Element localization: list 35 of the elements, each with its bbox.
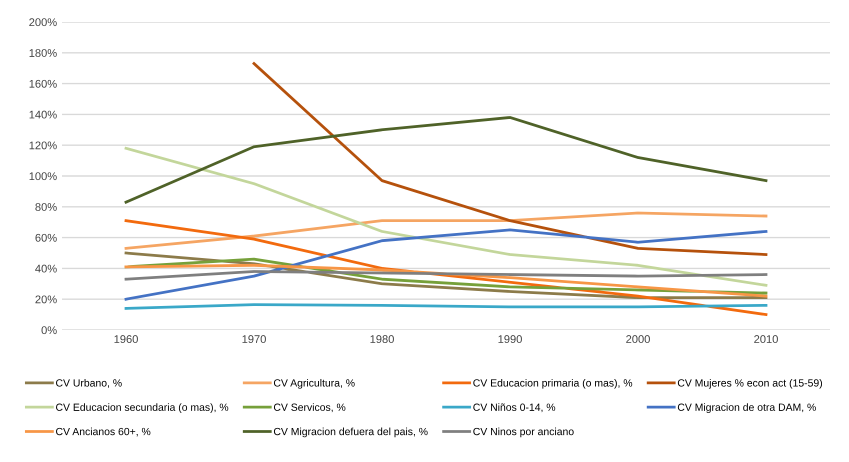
legend-label: CV Urbano, % — [56, 378, 122, 388]
legend-label: CV Ninos por anciano — [473, 428, 574, 438]
y-tick-label: 80% — [35, 203, 57, 211]
legend-label: CV Servicos, % — [274, 403, 346, 412]
x-tick-label: 1980 — [370, 335, 394, 344]
y-tick-label: 0% — [42, 326, 57, 334]
x-tick-label: 2010 — [754, 335, 778, 344]
line-series — [252, 62, 768, 256]
y-tick-label: 160% — [30, 80, 57, 88]
legend-label: CV Agricultura, % — [274, 378, 355, 389]
y-tick-label: 120% — [30, 141, 57, 150]
legend-label: CV Migracion de otra DAM, % — [678, 403, 816, 413]
legend-label: CV Mujeres % econ act (15-59) — [678, 378, 822, 389]
legend-label: CV Migracion defuera del pais, % — [274, 428, 428, 438]
line-series — [124, 228, 768, 301]
x-tick-label: 1970 — [242, 335, 266, 344]
y-tick-label: 200% — [29, 18, 57, 26]
y-tick-label: 140% — [30, 110, 57, 119]
y-tick-label: 40% — [35, 264, 57, 273]
legend-label: CV Ancianos 60+, % — [56, 428, 150, 436]
line-series — [124, 212, 768, 250]
x-tick-label: 1960 — [114, 335, 138, 344]
line-series — [124, 270, 768, 281]
line-series — [124, 116, 768, 204]
legend-label: CV Niños 0-14, % — [473, 403, 556, 412]
y-tick-label: 100% — [30, 172, 57, 180]
legend-label: CV Educacion secundaria (o mas), % — [56, 403, 228, 413]
x-tick-label: 1990 — [498, 335, 522, 344]
line-series — [124, 146, 768, 287]
legend-label: CV Educacion primaria (o mas), % — [473, 378, 632, 389]
y-tick-label: 20% — [35, 295, 57, 304]
y-tick-label: 60% — [35, 234, 57, 242]
x-tick-label: 2000 — [626, 335, 650, 344]
line-series — [124, 264, 768, 298]
y-tick-label: 180% — [30, 49, 57, 57]
